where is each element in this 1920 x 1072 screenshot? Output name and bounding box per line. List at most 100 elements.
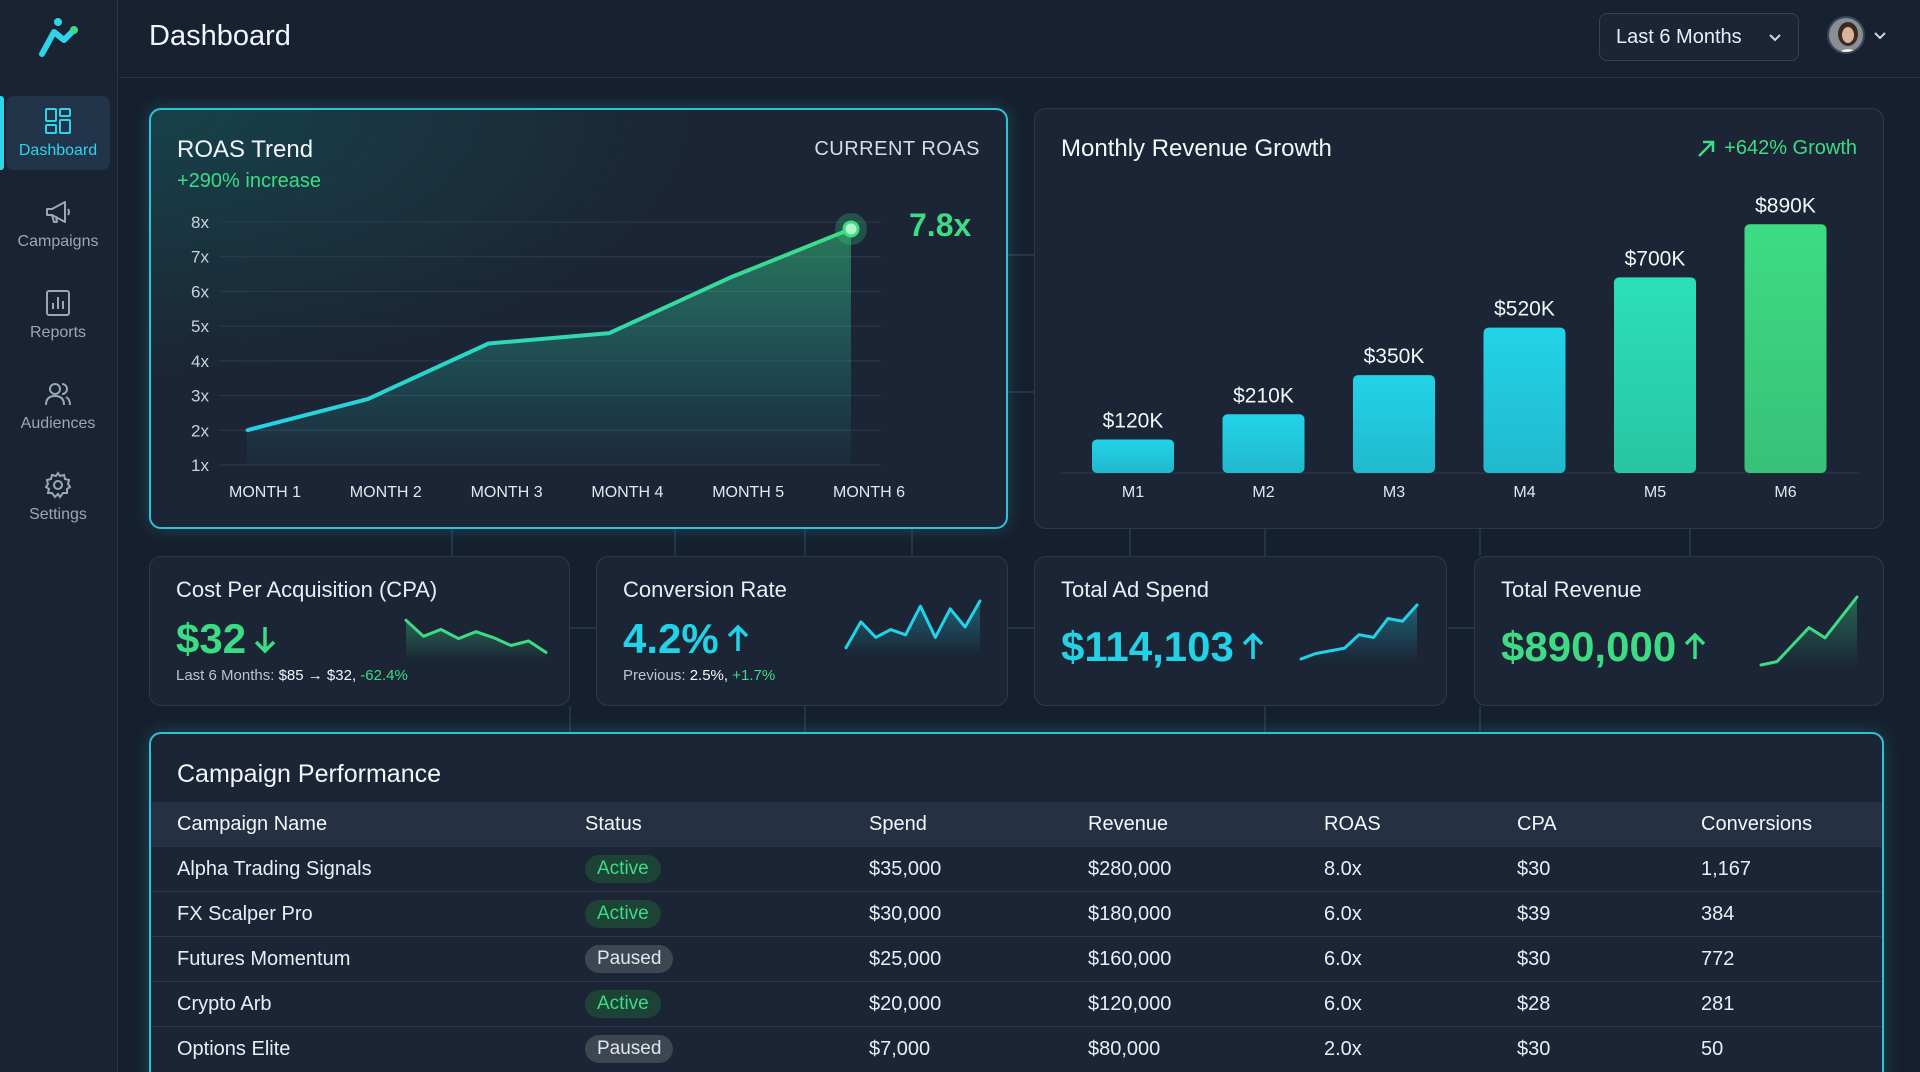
y-tick-label: 6x <box>191 282 209 301</box>
cpa-cell: $30 <box>1517 1037 1551 1060</box>
sparkline-line <box>404 618 548 654</box>
total-revenue-card: Total Revenue $890,000 <box>1474 556 1884 706</box>
sidebar-item-dashboard[interactable]: Dashboard <box>0 96 110 170</box>
cpa-sub-change: -62.4% <box>360 667 408 684</box>
roas-cell: 6.0x <box>1324 992 1362 1015</box>
top-header: Dashboard Last 6 Months <box>119 0 1920 78</box>
y-tick-label: 7x <box>191 248 209 267</box>
date-range-select[interactable]: Last 6 Months <box>1599 13 1799 61</box>
y-tick-label: 1x <box>191 456 209 475</box>
revenue-card-title: Monthly Revenue Growth <box>1061 135 1332 162</box>
table-header-row: Campaign Name Status Spend Revenue ROAS … <box>151 802 1882 846</box>
bar-value-label: $350K <box>1364 345 1425 368</box>
col-header-roas[interactable]: ROAS <box>1324 812 1381 835</box>
ad-spend-sparkline <box>1299 603 1419 663</box>
col-header-status[interactable]: Status <box>585 812 642 835</box>
roas-cell: 8.0x <box>1324 857 1362 880</box>
roas-cell: 6.0x <box>1324 947 1362 970</box>
campaign-name-cell: FX Scalper Pro <box>177 902 313 925</box>
revenue-cell: $80,000 <box>1088 1037 1161 1060</box>
col-header-revenue[interactable]: Revenue <box>1088 812 1169 835</box>
revenue-cell: $120,000 <box>1088 992 1172 1015</box>
revenue-value-row: $890,000 <box>1501 623 1708 671</box>
bar <box>1614 277 1696 473</box>
revenue-cell: $180,000 <box>1088 902 1172 925</box>
sidebar-item-audiences[interactable]: Audiences <box>6 369 110 443</box>
current-roas-label: CURRENT ROAS <box>814 138 980 160</box>
x-tick-label: M4 <box>1513 484 1535 501</box>
cpa-label: Cost Per Acquisition (CPA) <box>176 577 438 602</box>
current-roas-value: 7.8x <box>909 207 972 243</box>
sparkline-line <box>844 599 982 650</box>
x-tick-label: MONTH 1 <box>229 484 301 501</box>
x-tick-label: M1 <box>1122 484 1144 501</box>
sidebar-item-settings[interactable]: Settings <box>6 460 110 534</box>
table-row[interactable]: Options Elite Paused $7,000 $80,000 2.0x $30 5… <box>151 1026 1882 1071</box>
bar-value-label: $890K <box>1755 194 1816 217</box>
x-tick-label: MONTH 6 <box>833 484 905 501</box>
chevron-down-icon <box>1874 32 1886 40</box>
col-header-spend[interactable]: Spend <box>869 812 927 835</box>
x-tick-label: M5 <box>1644 484 1666 501</box>
revenue-sparkline <box>1759 595 1859 669</box>
conversion-rate-card: Conversion Rate 4.2% Previous: 2.5%, +1.… <box>596 556 1008 706</box>
megaphone-icon <box>46 201 70 223</box>
status-cell: Active <box>585 847 661 891</box>
revenue-growth-label: +642% Growth <box>1724 137 1857 159</box>
table-row[interactable]: FX Scalper Pro Active $30,000 $180,000 6.0x $… <box>151 891 1882 936</box>
sidebar-item-label: Reports <box>29 324 87 341</box>
x-tick-label: MONTH 5 <box>712 484 784 501</box>
bar-value-label: $210K <box>1233 384 1294 407</box>
sidebar-item-label: Settings <box>29 506 87 523</box>
app-logo-icon[interactable] <box>38 16 82 60</box>
cpa-sub-value: $85 → $32, <box>278 667 361 684</box>
sidebar-item-campaigns[interactable]: Campaigns <box>6 187 110 261</box>
users-icon <box>45 383 71 406</box>
data-point <box>245 428 249 432</box>
cpa-sub: Last 6 Months: $85 → $32, -62.4% <box>176 667 408 684</box>
conversion-value: 4.2% <box>623 615 719 662</box>
x-tick-label: MONTH 3 <box>471 484 543 501</box>
status-cell: Paused <box>585 1027 674 1071</box>
campaign-name-cell: Futures Momentum <box>177 947 351 970</box>
spend-cell: $20,000 <box>869 992 942 1015</box>
revenue-bar-chart: $120K M1 $210K M2 $350K M3 $520K M4 $700K M5 $890K… <box>1061 194 1859 501</box>
monthly-revenue-card: Monthly Revenue Growth +642% Growth $120… <box>1034 108 1884 529</box>
roas-trend-card: ROAS Trend +290% increase CURRENT ROAS 7… <box>149 108 1008 529</box>
roas-card-subtitle: +290% increase <box>177 170 321 192</box>
cpa-cell: $39 <box>1517 902 1551 925</box>
data-point <box>487 342 491 345</box>
y-tick-label: 2x <box>191 421 209 440</box>
bar <box>1353 375 1435 473</box>
cpa-cell: $30 <box>1517 857 1551 880</box>
ad-spend-value: $114,103 <box>1061 623 1234 670</box>
table-row[interactable]: Crypto Arb Active $20,000 $120,000 6.0x $28 28… <box>151 981 1882 1026</box>
conversion-sub-change: +1.7% <box>732 667 776 684</box>
sparkline-line <box>1759 595 1859 667</box>
x-tick-label: M2 <box>1252 484 1274 501</box>
cpa-cell: $28 <box>1517 992 1551 1015</box>
data-point <box>607 331 611 335</box>
y-tick-label: 4x <box>191 352 209 371</box>
dashboard-icon <box>45 108 71 134</box>
user-menu[interactable] <box>1827 16 1887 54</box>
sidebar-item-label: Audiences <box>20 415 96 432</box>
col-header-campaign[interactable]: Campaign Name <box>177 812 328 835</box>
col-header-cpa[interactable]: CPA <box>1517 812 1557 835</box>
table-row[interactable]: Futures Momentum Paused $25,000 $160,000 6.0… <box>151 936 1882 981</box>
col-header-conversions[interactable]: Conversions <box>1701 812 1813 835</box>
cpa-value-row: $32 <box>176 615 278 663</box>
y-tick-label: 3x <box>191 387 209 406</box>
conversion-sparkline <box>844 599 982 657</box>
bar-value-label: $120K <box>1103 409 1164 432</box>
arrow-up-icon <box>727 624 748 651</box>
table-row[interactable]: Alpha Trading Signals Active $35,000 $280,0… <box>151 846 1882 891</box>
arrow-up-icon <box>1242 632 1264 659</box>
conversion-sub: Previous: 2.5%, +1.7% <box>623 667 775 684</box>
sidebar-item-label: Dashboard <box>18 142 98 159</box>
sidebar-item-reports[interactable]: Reports <box>6 278 110 352</box>
revenue-growth-badge: +642% Growth <box>1696 137 1857 160</box>
status-badge: Active <box>585 855 661 883</box>
revenue-cell: $160,000 <box>1088 947 1172 970</box>
status-badge: Paused <box>585 1035 674 1063</box>
